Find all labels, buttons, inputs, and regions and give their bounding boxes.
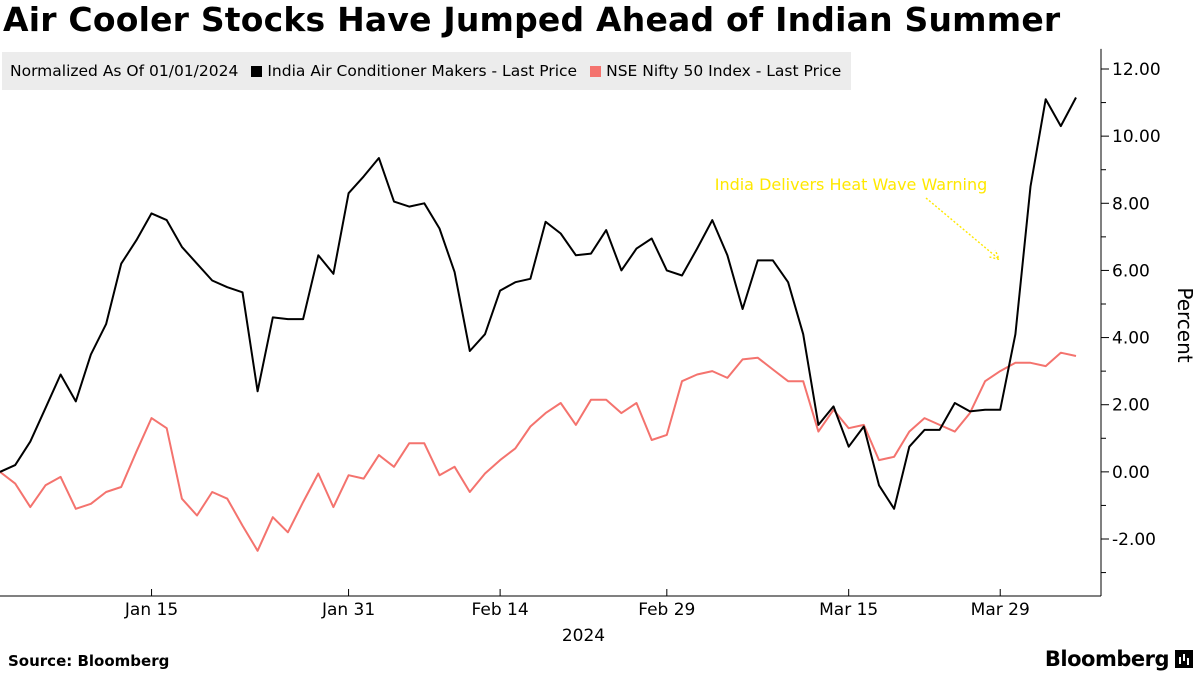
y-tick-label: 4.00 [1112, 329, 1150, 349]
x-tick-label: Jan 31 [321, 600, 375, 620]
legend-swatch-nifty [590, 65, 602, 77]
y-tick-label: 6.00 [1112, 261, 1150, 281]
bloomberg-terminal-icon [1175, 650, 1193, 668]
source-note: Source: Bloomberg [8, 652, 170, 670]
annotation-arrow-line [925, 197, 1000, 260]
brand-name: Bloomberg [1044, 647, 1170, 671]
x-tick-label: Feb 14 [472, 600, 529, 620]
y-tick-label: 2.00 [1112, 396, 1150, 416]
x-tick-label: Feb 29 [638, 600, 695, 620]
x-tick-label: Mar 15 [819, 600, 878, 620]
series-line-ac-makers [0, 97, 1077, 510]
y-tick-label: 12.00 [1112, 60, 1161, 80]
series-line-nifty [0, 351, 1077, 552]
legend-label-nifty: NSE Nifty 50 Index - Last Price [606, 62, 842, 80]
annotation-arrowhead [989, 249, 1001, 261]
x-tick-label: Jan 15 [124, 600, 178, 620]
legend-swatch-ac-makers [251, 65, 263, 77]
x-year-label: 2024 [562, 626, 605, 646]
chart-title: Air Cooler Stocks Have Jumped Ahead of I… [3, 0, 1061, 39]
y-tick-label: 0.00 [1112, 463, 1150, 483]
legend-label-ac-makers: India Air Conditioner Makers - Last Pric… [267, 62, 578, 80]
y-tick-label: 8.00 [1112, 194, 1150, 214]
legend: Normalized As Of 01/01/2024 India Air Co… [2, 52, 852, 90]
x-tick-label: Mar 29 [971, 600, 1030, 620]
annotation-text: India Delivers Heat Wave Warning [715, 175, 988, 194]
legend-item-ac-makers: India Air Conditioner Makers - Last Pric… [251, 62, 577, 80]
y-tick-label: -2.00 [1112, 530, 1156, 550]
legend-note: Normalized As Of 01/01/2024 [10, 62, 239, 80]
legend-item-nifty: NSE Nifty 50 Index - Last Price [590, 62, 841, 80]
y-axis-label: Percent [1173, 287, 1197, 362]
y-tick-label: 10.00 [1112, 127, 1161, 147]
bloomberg-logo: Bloomberg [1045, 647, 1193, 671]
